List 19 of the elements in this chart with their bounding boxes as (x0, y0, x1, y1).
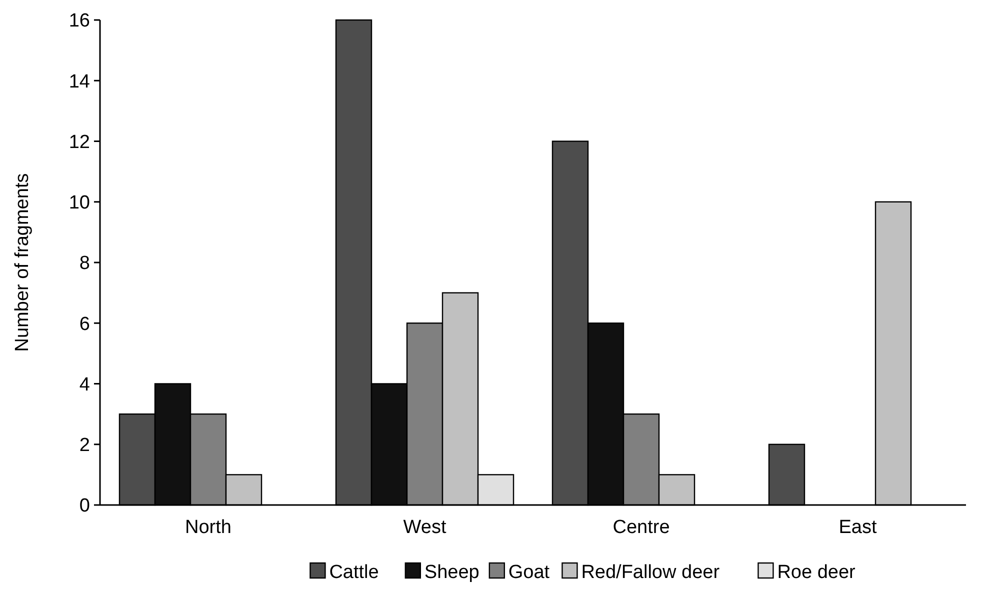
y-axis-title: Number of fragments (12, 173, 33, 352)
y-tick-label: 6 (79, 314, 90, 335)
legend-label: Sheep (424, 562, 480, 583)
x-tick-label: Centre (612, 517, 670, 538)
y-tick-label: 4 (79, 374, 90, 396)
y-tick-label: 10 (68, 192, 90, 214)
y-tick-label: 14 (68, 71, 90, 92)
x-tick-label: West (403, 517, 447, 538)
x-tick-label: East (838, 517, 878, 538)
y-tick-label: 0 (79, 496, 90, 517)
y-tick-label: 12 (68, 132, 90, 153)
y-tick-label: 2 (79, 435, 90, 456)
y-tick-label: 8 (79, 253, 90, 274)
legend-label: Roe deer (777, 562, 856, 583)
legend-label: Goat (508, 562, 550, 583)
x-tick-label: North (185, 517, 232, 538)
y-tick-label: 16 (68, 10, 90, 32)
legend-label: Cattle (329, 562, 379, 583)
legend-label: Red/Fallow deer (581, 562, 720, 583)
